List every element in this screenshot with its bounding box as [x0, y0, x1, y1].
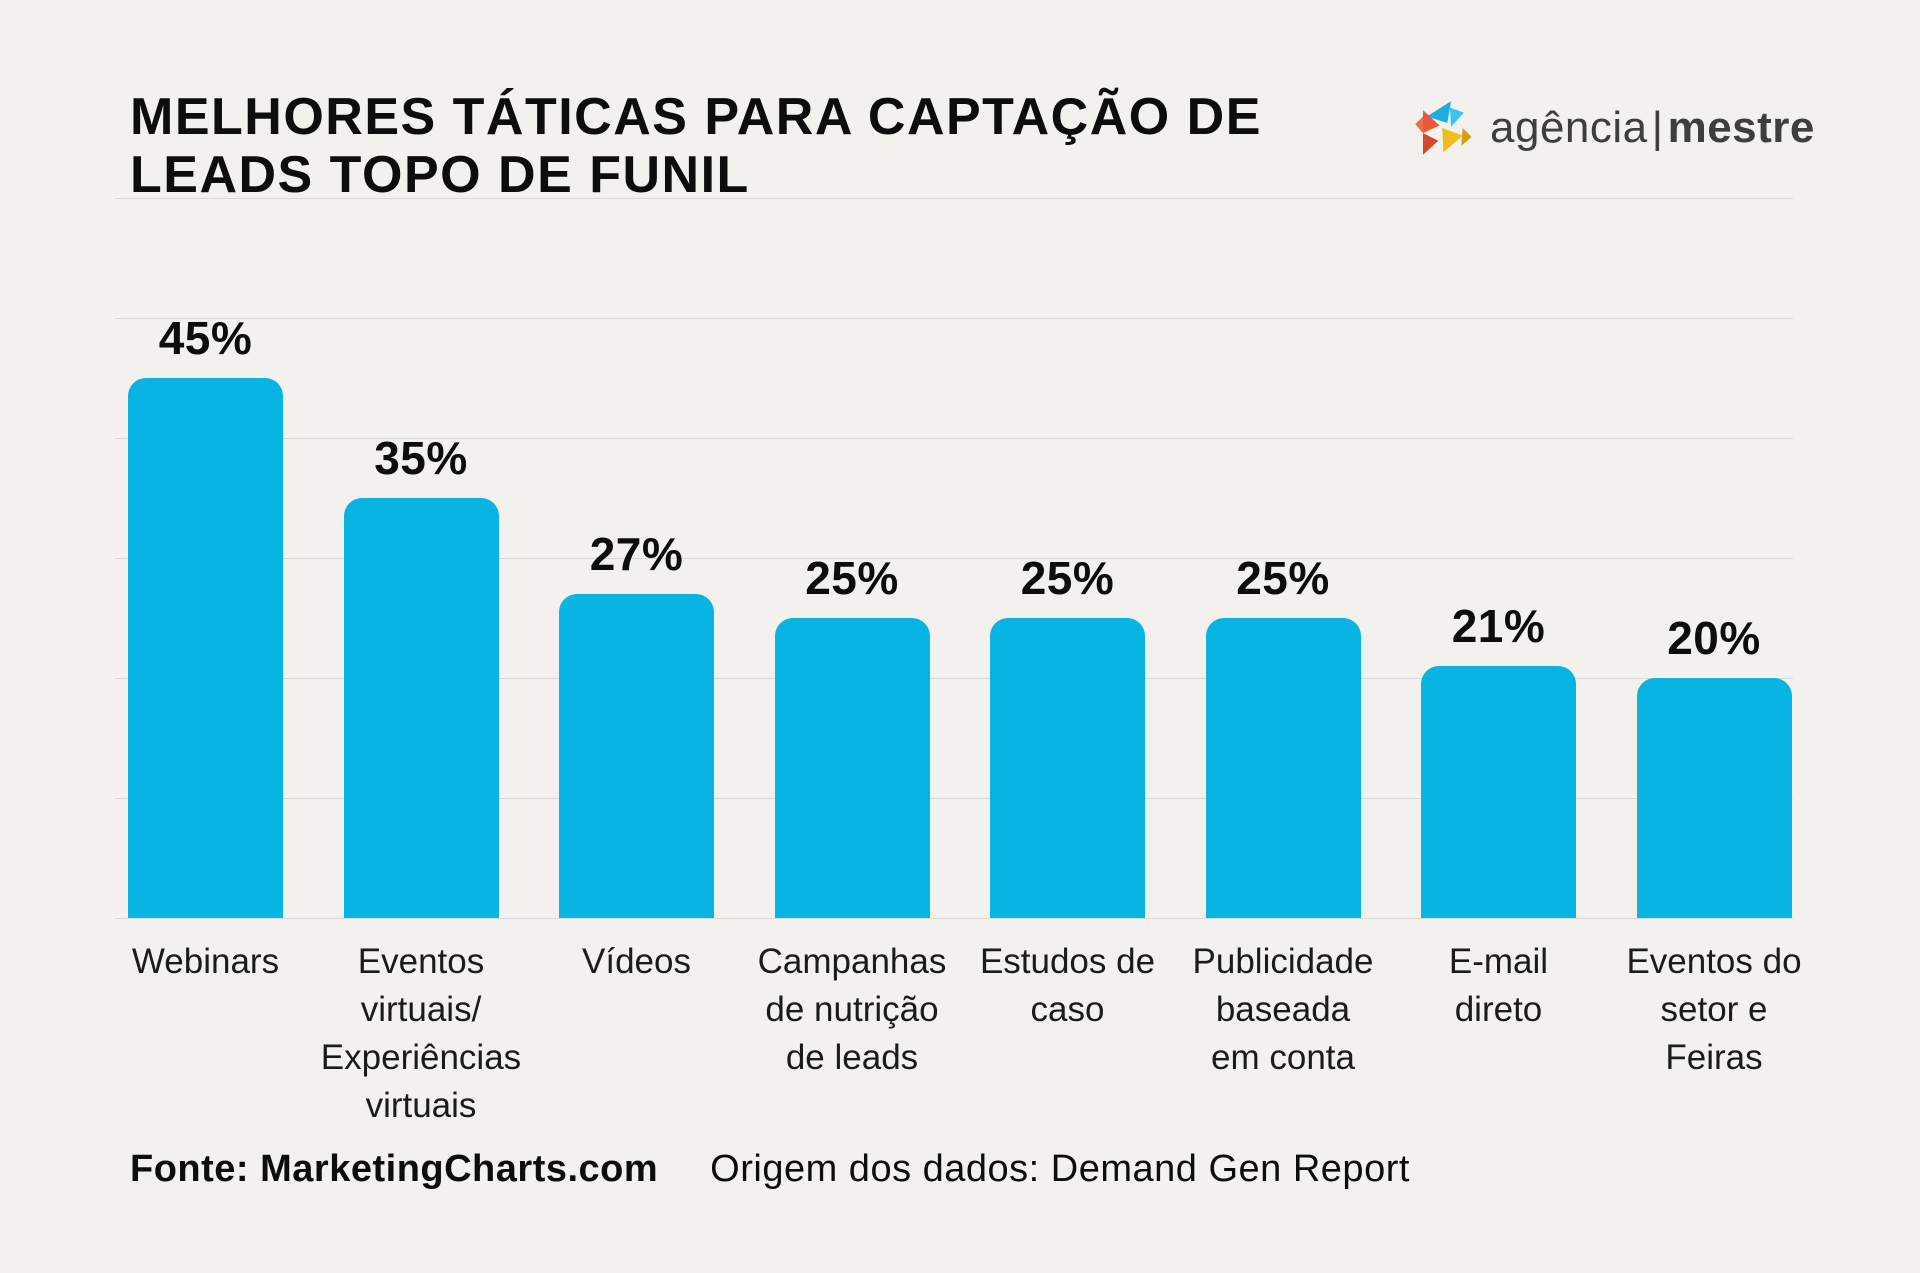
gridline — [115, 798, 1793, 799]
logo-name-bold: mestre — [1667, 103, 1815, 152]
gridline — [115, 918, 1793, 919]
footer: Fonte: MarketingCharts.com Origem dos da… — [130, 1148, 1410, 1191]
bar-value-label: 25% — [805, 552, 899, 604]
data-origin-label: Origem dos dados: Demand Gen Report — [710, 1148, 1410, 1190]
bar-column: 20% — [1599, 611, 1829, 918]
bar-column: 27% — [522, 527, 752, 918]
category-label: Vídeos — [582, 942, 691, 981]
bar — [774, 618, 930, 918]
bar — [1636, 678, 1792, 918]
logo-separator: | — [1651, 103, 1664, 152]
bar-column: 25% — [953, 551, 1183, 918]
gridline — [115, 198, 1793, 199]
bar-value-label: 21% — [1451, 600, 1546, 652]
bar-column: 45% — [91, 311, 321, 918]
source-label: Fonte: MarketingCharts.com — [130, 1148, 659, 1190]
bar-value-label: 45% — [158, 312, 253, 364]
bar — [1421, 666, 1576, 918]
category-label: Eventos virtuais/ Experiências virtuais — [320, 942, 522, 1125]
bar-column: 35% — [306, 431, 536, 918]
category-label: Eventos do setor e Feiras — [1626, 942, 1802, 1077]
gridline — [115, 558, 1793, 559]
gridline — [115, 678, 1793, 679]
bar — [559, 594, 714, 918]
bar-value-label: 20% — [1667, 612, 1761, 664]
bar-column: 21% — [1384, 599, 1614, 918]
bar-column: 25% — [737, 551, 967, 918]
bar — [990, 618, 1145, 918]
agencia-mestre-logo-icon — [1415, 101, 1472, 155]
agencia-mestre-logo-text: agência|mestre — [1490, 103, 1815, 153]
category-label: Publicidade baseada em conta — [1192, 942, 1374, 1077]
bar-value-label: 35% — [374, 432, 468, 484]
gridline — [115, 318, 1793, 319]
category-label: E-mail direto — [1448, 942, 1549, 1029]
bar-value-label: 25% — [1020, 552, 1115, 604]
gridline — [115, 438, 1793, 439]
bar-value-label: 25% — [1236, 552, 1330, 604]
bar-value-label: 27% — [589, 528, 684, 580]
category-label: Campanhas de nutrição de leads — [757, 942, 947, 1077]
chart-title: MELHORES TÁTICAS PARA CAPTAÇÃO DE LEADS … — [130, 88, 1262, 204]
logo-name-light: agência — [1490, 103, 1648, 152]
bar — [1205, 618, 1361, 918]
bar — [128, 378, 283, 918]
bar-column: 25% — [1168, 551, 1398, 918]
category-label: Estudos de caso — [979, 942, 1156, 1029]
agencia-mestre-logo: agência|mestre — [1414, 96, 1815, 160]
category-label: Webinars — [131, 942, 280, 981]
bar — [343, 498, 499, 918]
